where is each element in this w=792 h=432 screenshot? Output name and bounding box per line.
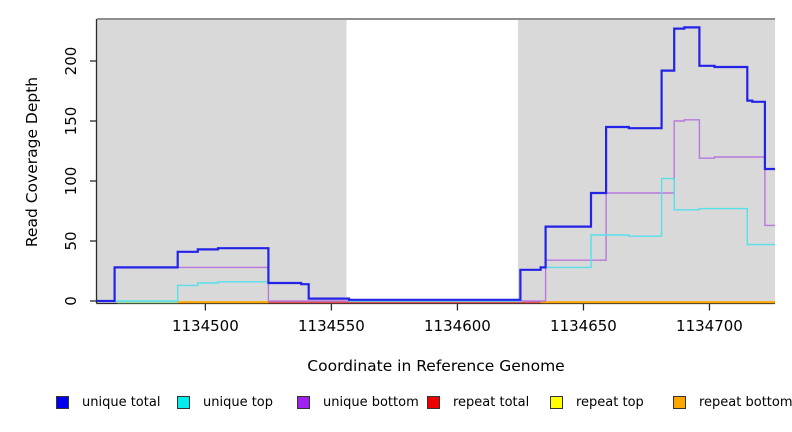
x-axis-title: Coordinate in Reference Genome [307,357,565,375]
y-axis-title: Read Coverage Depth [23,76,41,248]
x-tick-label: 1134700 [676,317,743,335]
legend-swatch-repeat-top [550,396,563,409]
legend-label-repeat-total: repeat total [453,395,530,410]
y-tick-label: 0 [62,296,80,306]
x-tick-label: 1134600 [424,317,491,335]
legend-label-unique-top: unique top [203,395,274,410]
x-tick-label: 1134550 [298,317,365,335]
x-tick-label: 1134500 [172,317,239,335]
legend-swatch-unique-bottom [297,396,310,409]
series-line-unique-total [97,26,775,303]
y-tick-label: 50 [62,231,80,250]
legend-swatch-repeat-total [427,396,440,409]
legend-item-repeat-bottom: repeat bottom [673,395,792,410]
y-tick-label: 100 [62,167,80,196]
legend-item-repeat-top: repeat top [550,395,644,410]
legend-item-unique-top: unique top [177,395,273,410]
legend-label-unique-bottom: unique bottom [323,395,419,410]
legend-swatch-repeat-bottom [673,396,686,409]
shaded-region-0 [97,19,347,303]
legend-label-repeat-top: repeat top [576,395,644,410]
legend-label-unique-total: unique total [82,395,161,410]
legend-label-repeat-bottom: repeat bottom [699,395,792,410]
y-tick-label: 200 [62,47,80,76]
legend: unique total unique top unique bottom repea… [0,395,792,417]
legend-swatch-unique-top [177,396,190,409]
legend-item-repeat-total: repeat total [427,395,529,410]
legend-item-unique-total: unique total [56,395,160,410]
x-tick-label: 1134650 [550,317,617,335]
legend-swatch-unique-total [56,396,69,409]
legend-item-unique-bottom: unique bottom [297,395,419,410]
y-tick-label: 150 [62,107,80,136]
